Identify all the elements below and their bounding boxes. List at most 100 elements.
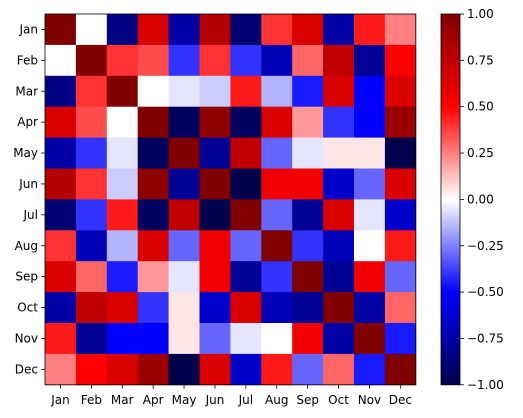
heatmap-cell-apr-jul [230,106,262,138]
heatmap-cell-aug-jul [230,230,262,262]
heatmap-cell-dec-dec [384,353,417,386]
heatmap-cell-nov-mar [106,323,139,355]
heatmap-cell-feb-jul [230,44,262,77]
x-tick-label: Jun [205,393,225,407]
heatmap-cell-jan-feb [75,14,108,46]
heatmap-cell-mar-feb [75,75,108,108]
heatmap-cell-oct-sep [292,292,324,324]
heatmap-cell-jul-jun [199,199,231,231]
heatmap-cell-nov-jul [230,323,262,355]
heatmap-cell-jan-mar [106,14,139,46]
heatmap-cell-jan-jul [230,14,262,46]
colorbar-tick-label: 0.75 [467,53,494,67]
heatmap-cell-mar-dec [384,75,417,108]
x-tick-label: Dec [389,393,412,407]
heatmap-cell-oct-jun [199,292,231,324]
heatmap-cell-nov-nov [354,323,386,355]
colorbar-tick-label: −0.25 [467,239,504,253]
heatmap-cell-aug-feb [75,230,108,262]
heatmap-cell-sep-dec [384,261,417,293]
colorbar-tick-label: −0.50 [467,285,504,299]
y-tick-label: Jun [18,177,38,191]
heatmap-cell-oct-mar [106,292,139,324]
heatmap-cell-aug-apr [137,230,169,262]
heatmap-cell-aug-jun [199,230,231,262]
heatmap-cell-apr-jan [45,106,77,138]
heatmap-cell-jun-dec [384,168,417,200]
heatmap-cell-jun-aug [261,168,293,200]
heatmap-cell-feb-aug [261,44,293,77]
heatmap-cell-jan-may [168,14,200,46]
heatmap-cell-dec-oct [323,353,355,386]
heatmap-cell-nov-apr [137,323,169,355]
heatmap-cell-oct-nov [354,292,386,324]
x-tick-label: Feb [81,393,102,407]
heatmap-cell-dec-mar [106,353,139,386]
heatmap-cell-aug-dec [384,230,417,262]
heatmap-cell-aug-nov [354,230,386,262]
heatmap-cell-jan-aug [261,14,293,46]
heatmap-cell-feb-nov [354,44,386,77]
y-tick-label: Apr [17,115,38,129]
colorbar-tick-label: 0.50 [467,100,494,114]
heatmap-cell-aug-mar [106,230,139,262]
heatmap-cell-may-may [168,137,200,169]
heatmap-cell-oct-aug [261,292,293,324]
colorbar-tick-label: −0.75 [467,331,504,345]
heatmap-cell-mar-nov [354,75,386,108]
heatmap-cell-jan-nov [354,14,386,46]
y-tick-label: Jul [23,208,38,222]
heatmap-cell-aug-jan [45,230,77,262]
heatmap-cell-jul-apr [137,199,169,231]
colorbar-tick-label: 0.00 [467,192,494,206]
colorbar [441,14,460,385]
heatmap-cell-jun-mar [106,168,139,200]
heatmap-cell-nov-oct [323,323,355,355]
heatmap-cell-may-nov [354,137,386,169]
heatmap-cell-jan-jan [45,14,77,46]
heatmap-cell-apr-apr [137,106,169,138]
y-tick-label: Oct [17,301,38,315]
heatmap-cell-apr-sep [292,106,324,138]
heatmap-cell-sep-apr [137,261,169,293]
heatmap-cell-feb-apr [137,44,169,77]
y-tick-label: Nov [15,331,38,345]
heatmap-cell-jun-sep [292,168,324,200]
y-tick-label: Feb [17,53,38,67]
heatmap-cell-jul-sep [292,199,324,231]
heatmap-cell-mar-aug [261,75,293,108]
heatmap-cell-dec-apr [137,353,169,386]
heatmap-cell-mar-may [168,75,200,108]
heatmap-cell-dec-sep [292,353,324,386]
heatmap-cell-jul-nov [354,199,386,231]
heatmap-cell-jun-jan [45,168,77,200]
heatmap-cell-apr-may [168,106,200,138]
heatmap-cell-mar-mar [106,75,139,108]
y-tick-label: Jan [19,22,39,36]
heatmap-cell-nov-jan [45,323,77,355]
heatmap-cell-dec-feb [75,353,108,386]
x-tick-label: Jul [238,393,253,407]
heatmap-cell-mar-jan [45,75,77,108]
x-tick-label: Mar [111,393,134,407]
heatmap-cell-jul-mar [106,199,139,231]
heatmap-cell-mar-apr [137,75,169,108]
heatmap-cell-dec-jan [45,353,77,386]
heatmap-cell-apr-mar [106,106,139,138]
heatmap-cell-jun-oct [323,168,355,200]
heatmap-cell-feb-dec [384,44,417,77]
x-tick-label: Jan [50,393,70,407]
heatmap-cell-apr-oct [323,106,355,138]
heatmap-cell-mar-sep [292,75,324,108]
y-tick-label: Dec [15,362,38,376]
x-tick-label: Sep [296,393,319,407]
heatmap-cell-nov-feb [75,323,108,355]
heatmap-cell-may-oct [323,137,355,169]
heatmap-cell-oct-may [168,292,200,324]
heatmap-cell-apr-aug [261,106,293,138]
heatmap-cell-sep-aug [261,261,293,293]
heatmap-cell-may-jan [45,137,77,169]
heatmap-cell-apr-jun [199,106,231,138]
heatmap-cell-jun-jul [230,168,262,200]
heatmap-cell-aug-may [168,230,200,262]
